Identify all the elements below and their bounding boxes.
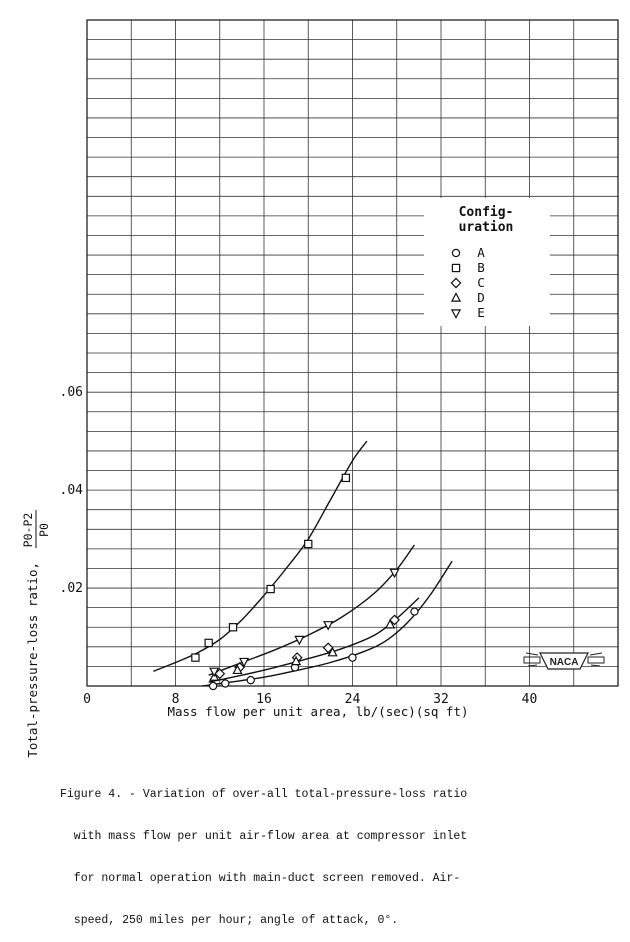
fit-curves bbox=[153, 440, 453, 687]
legend-title-line2: uration bbox=[459, 220, 514, 235]
legend-marker-d bbox=[450, 292, 462, 302]
data-point-e bbox=[323, 621, 334, 631]
legend-label-e: E bbox=[477, 305, 485, 320]
naca-logo: NACA bbox=[523, 652, 605, 670]
x-tick-label: 40 bbox=[522, 692, 538, 707]
series-a bbox=[208, 607, 419, 691]
caption-line: Figure 4. - Variation of over-all total-… bbox=[60, 788, 468, 801]
y-tick-label: .06 bbox=[60, 385, 83, 400]
data-point-d bbox=[290, 655, 302, 666]
data-point-e bbox=[238, 657, 250, 668]
data-point-e bbox=[294, 635, 305, 646]
series-d bbox=[209, 618, 396, 681]
fit-curve-b bbox=[153, 440, 368, 672]
data-point-b bbox=[228, 623, 238, 632]
data-point-c bbox=[389, 614, 400, 626]
legend-label-a: A bbox=[477, 245, 485, 260]
data-point-b bbox=[191, 653, 200, 662]
data-point-a bbox=[208, 681, 218, 691]
x-tick-label: 0 bbox=[83, 692, 91, 707]
caption-line: for normal operation with main-duct scre… bbox=[60, 872, 461, 885]
data-point-b bbox=[341, 473, 351, 483]
data-point-a bbox=[348, 653, 357, 662]
legend-marker-b bbox=[451, 263, 461, 273]
x-tick-label: 24 bbox=[345, 692, 361, 707]
data-point-a bbox=[221, 679, 230, 688]
data-point-b bbox=[266, 584, 275, 594]
series-b bbox=[191, 473, 351, 662]
plot-frame bbox=[86, 19, 619, 687]
legend-label-b: B bbox=[477, 260, 485, 275]
figure-caption: Figure 4. - Variation of over-all total-… bbox=[60, 760, 620, 942]
data-point-a bbox=[410, 607, 419, 616]
y-axis-label: Total-pressure-loss ratio, P0-P2 P0 bbox=[21, 510, 51, 758]
y-axis-label-numerator: P0-P2 bbox=[21, 513, 35, 548]
data-point-a bbox=[246, 675, 255, 685]
y-axis-label-prefix: Total-pressure-loss ratio, bbox=[25, 562, 40, 758]
fit-curve-e bbox=[208, 544, 415, 676]
data-point-d bbox=[232, 664, 243, 675]
series-e bbox=[209, 568, 400, 678]
legend-label-c: C bbox=[477, 275, 485, 290]
x-tick-label: 16 bbox=[256, 692, 272, 707]
legend-marker-a bbox=[451, 248, 461, 258]
y-axis-label-denominator: P0 bbox=[37, 523, 51, 537]
legend-box bbox=[424, 198, 550, 326]
legend-label-d: D bbox=[477, 290, 485, 305]
grid bbox=[86, 19, 619, 687]
data-point-e bbox=[209, 667, 220, 678]
legend-marker-e bbox=[450, 309, 462, 319]
data-point-c bbox=[322, 642, 334, 654]
data-point-d bbox=[385, 618, 396, 629]
data-point-b bbox=[204, 638, 213, 648]
data-markers bbox=[191, 473, 419, 691]
data-point-b bbox=[304, 539, 313, 549]
caption-line: with mass flow per unit air-flow area at… bbox=[60, 830, 468, 843]
caption-line: speed, 250 miles per hour; angle of atta… bbox=[60, 914, 399, 927]
data-point-d bbox=[327, 646, 338, 657]
legend-marker-c bbox=[450, 277, 462, 289]
legend-title-line1: Config- bbox=[459, 205, 514, 220]
chart: 0 8 16 24 32 40 .02 .04 .06 Mass flow per unit a… bbox=[21, 19, 619, 758]
tick-labels: 0 8 16 24 32 40 .02 .04 .06 bbox=[60, 385, 538, 707]
y-tick-label: .02 bbox=[60, 581, 83, 596]
x-tick-label: 8 bbox=[172, 692, 180, 707]
data-point-e bbox=[389, 568, 400, 579]
naca-logo-text: NACA bbox=[550, 657, 579, 668]
x-tick-label: 32 bbox=[433, 692, 449, 707]
x-axis-label: Mass flow per unit area, lb/(sec)(sq ft) bbox=[167, 704, 468, 719]
y-tick-label: .04 bbox=[60, 483, 84, 498]
